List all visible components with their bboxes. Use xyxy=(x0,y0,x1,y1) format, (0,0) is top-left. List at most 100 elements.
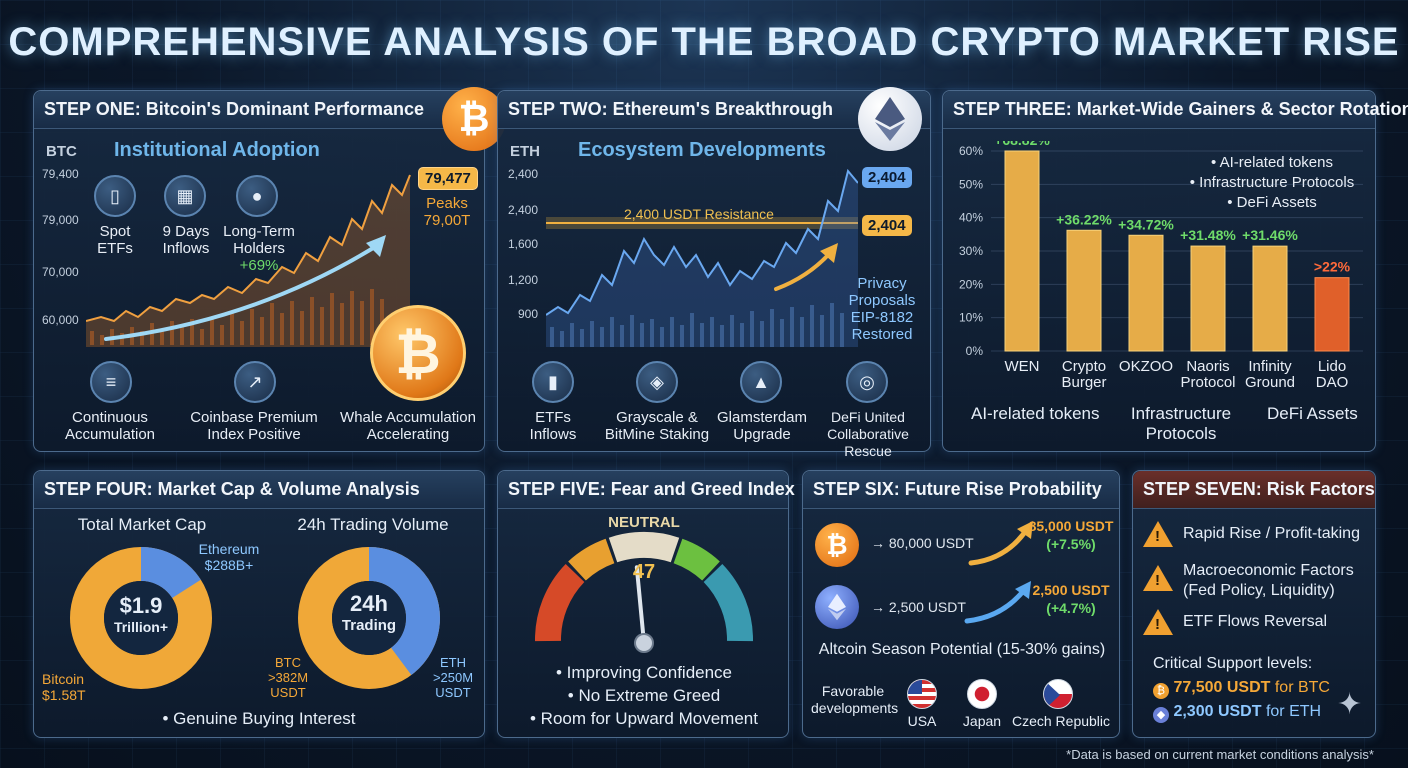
risk-etf-reversal: ETF Flows Reversal xyxy=(1183,613,1328,630)
etfs-inflows-label: ETFs Inflows xyxy=(529,409,577,443)
bar-category-label: Infinity xyxy=(1248,358,1292,375)
step-five-panel: STEP FIVE: Fear and Greed Index NEUTRAL … xyxy=(497,470,795,738)
calendar-icon: ▦ xyxy=(164,175,206,217)
eth-small-icon xyxy=(815,585,859,629)
legend-infrastructure: • Infrastructure Protocols xyxy=(1189,174,1355,191)
btc-ytick: 60,000 xyxy=(42,313,79,327)
eth-trend-arrowhead xyxy=(820,243,838,263)
page-title: COMPREHENSIVE ANALYSIS OF THE BROAD CRYP… xyxy=(8,20,1400,64)
point-room: • Room for Upward Movement xyxy=(530,709,758,728)
btc-target-arrow xyxy=(968,521,1033,566)
step-four-panel: STEP FOUR: Market Cap & Volume Analysis … xyxy=(33,470,485,738)
btc-trend-arrow xyxy=(104,243,380,341)
volume-donut xyxy=(298,547,440,689)
step-six-panel: STEP SIX: Future Rise Probability ₿ → 80… xyxy=(802,470,1120,738)
defi-united-label: DeFi United Collaborative Rescue xyxy=(827,409,909,459)
peaks-label: Peaks 79,00T xyxy=(423,195,471,229)
eth-volume-bars xyxy=(550,303,844,347)
btc-price-line xyxy=(86,174,411,323)
gauge-segment-low xyxy=(568,538,615,581)
bar-value-label: +31.46% xyxy=(1242,227,1298,243)
warning-icon: ! xyxy=(1143,521,1173,547)
eth-price-area xyxy=(546,171,858,347)
btc-target-from: → 80,000 USDT xyxy=(871,535,974,551)
buying-interest-note: • Genuine Buying Interest xyxy=(162,709,356,728)
eth-price-line xyxy=(546,168,858,316)
institutional-subtitle: Institutional Adoption xyxy=(114,139,320,161)
bar-category-label: Crypto xyxy=(1062,358,1106,375)
btc-small-icon: ₿ xyxy=(815,523,859,567)
step-one-panel: STEP ONE: Bitcoin's Dominant Performance… xyxy=(33,87,506,452)
step-three-title: STEP THREE: Market-Wide Gainers & Sector… xyxy=(953,99,1408,119)
spot-etfs-label: Spot ETFs xyxy=(97,223,133,257)
czech-flag-icon xyxy=(1043,679,1073,709)
risk-profit-taking: Rapid Rise / Profit-taking xyxy=(1183,525,1360,542)
eth-target-from: → 2,500 USDT xyxy=(871,599,966,615)
market-cap-title: Total Market Cap xyxy=(77,515,207,534)
bar-value-label: +68.82% xyxy=(994,141,1050,148)
bar-category-label: Lido xyxy=(1318,358,1346,375)
bar-category-label: OKZOO xyxy=(1119,358,1173,375)
eth-target-arrow xyxy=(964,581,1031,624)
bar-chart-icon: ▮ xyxy=(532,361,574,403)
bar-ytick: 10% xyxy=(959,311,983,325)
btc-ticker: BTC xyxy=(46,143,77,160)
step-three-panel: STEP THREE: Market-Wide Gainers & Sector… xyxy=(942,90,1408,452)
gainers-bar-chart: 60% 50% 40% 30% 20% 10% 0% +68.82% WEN +36.22% Cry… xyxy=(959,141,1363,391)
country-czech: Czech Republic xyxy=(1011,713,1111,729)
bar-category-label: Protocol xyxy=(1180,374,1235,391)
country-usa: USA xyxy=(907,713,937,729)
eth-ytick: 1,200 xyxy=(508,273,539,287)
warning-icon: ! xyxy=(1143,609,1173,635)
volume-title: 24h Trading Volume xyxy=(297,515,449,534)
ecosystem-subtitle: Ecosystem Developments xyxy=(578,139,826,161)
altcoin-season: Altcoin Season Potential (15-30% gains) xyxy=(818,641,1106,658)
btc-coin-icon: ₿ xyxy=(1153,683,1169,699)
step-four-header: STEP FOUR: Market Cap & Volume Analysis xyxy=(34,471,484,509)
glamsterdam-upgrade-label: Glamsterdam Upgrade xyxy=(716,409,808,443)
step-one-header: STEP ONE: Bitcoin's Dominant Performance xyxy=(34,91,484,129)
holders-gain: +69% xyxy=(239,257,279,274)
bar xyxy=(1004,150,1040,352)
bar-category-label: DAO xyxy=(1316,374,1349,391)
eth-support-level: ◆ 2,300 USDT for ETH xyxy=(1153,703,1321,723)
bar-ytick: 30% xyxy=(959,244,983,258)
eth-coin-icon: ◆ xyxy=(1153,707,1169,723)
eth-ytick: 900 xyxy=(518,307,539,321)
support-title: Critical Support levels: xyxy=(1153,655,1313,672)
bar xyxy=(1128,234,1164,352)
step-six-title: STEP SIX: Future Rise Probability xyxy=(813,479,1102,499)
privacy-proposals-label: Privacy Proposals EIP-8182 Restored xyxy=(848,275,916,343)
chart-up-icon: ↗ xyxy=(234,361,276,403)
bitcoin-coin-icon: ₿ xyxy=(370,305,466,401)
long-term-holders-label: Long-Term Holders xyxy=(223,223,295,257)
gauge-segment-extreme xyxy=(703,563,753,642)
step-two-title: STEP TWO: Ethereum's Breakthrough xyxy=(508,99,833,119)
japan-flag-icon xyxy=(967,679,997,709)
step-five-header: STEP FIVE: Fear and Greed Index xyxy=(498,471,795,509)
step-four-title: STEP FOUR: Market Cap & Volume Analysis xyxy=(44,479,420,499)
cap-bitcoin-label: Bitcoin $1.58T xyxy=(42,671,86,703)
bar-value-label: +31.48% xyxy=(1180,227,1236,243)
bar xyxy=(1190,245,1226,352)
gauge-segment-greed xyxy=(673,538,720,581)
point-no-greed: • No Extreme Greed xyxy=(567,686,721,705)
bar-category-label: Naoris xyxy=(1186,358,1229,375)
bar-category-label: Ground xyxy=(1245,374,1295,391)
bar-ytick: 40% xyxy=(959,211,983,225)
continuous-accumulation-label: Continuous Accumulation xyxy=(64,409,156,443)
step-one-title: STEP ONE: Bitcoin's Dominant Performance xyxy=(44,99,425,119)
bar-ytick: 0% xyxy=(966,344,984,358)
layers-icon: ◈ xyxy=(636,361,678,403)
btc-price-area xyxy=(86,175,410,347)
bar-value-label: +36.22% xyxy=(1056,211,1112,227)
fear-greed-gauge xyxy=(535,531,753,653)
bar-ytick: 20% xyxy=(959,277,983,291)
step-three-header: STEP THREE: Market-Wide Gainers & Sector… xyxy=(943,91,1408,129)
gauge-hub xyxy=(634,633,654,653)
bar xyxy=(1314,277,1350,352)
nine-days-inflows-label: 9 Days Inflows xyxy=(162,223,210,257)
warning-icon: ! xyxy=(1143,565,1173,591)
step-seven-header: STEP SEVEN: Risk Factors xyxy=(1133,471,1375,509)
eth-price-badge-top: 2,404 xyxy=(862,167,912,188)
